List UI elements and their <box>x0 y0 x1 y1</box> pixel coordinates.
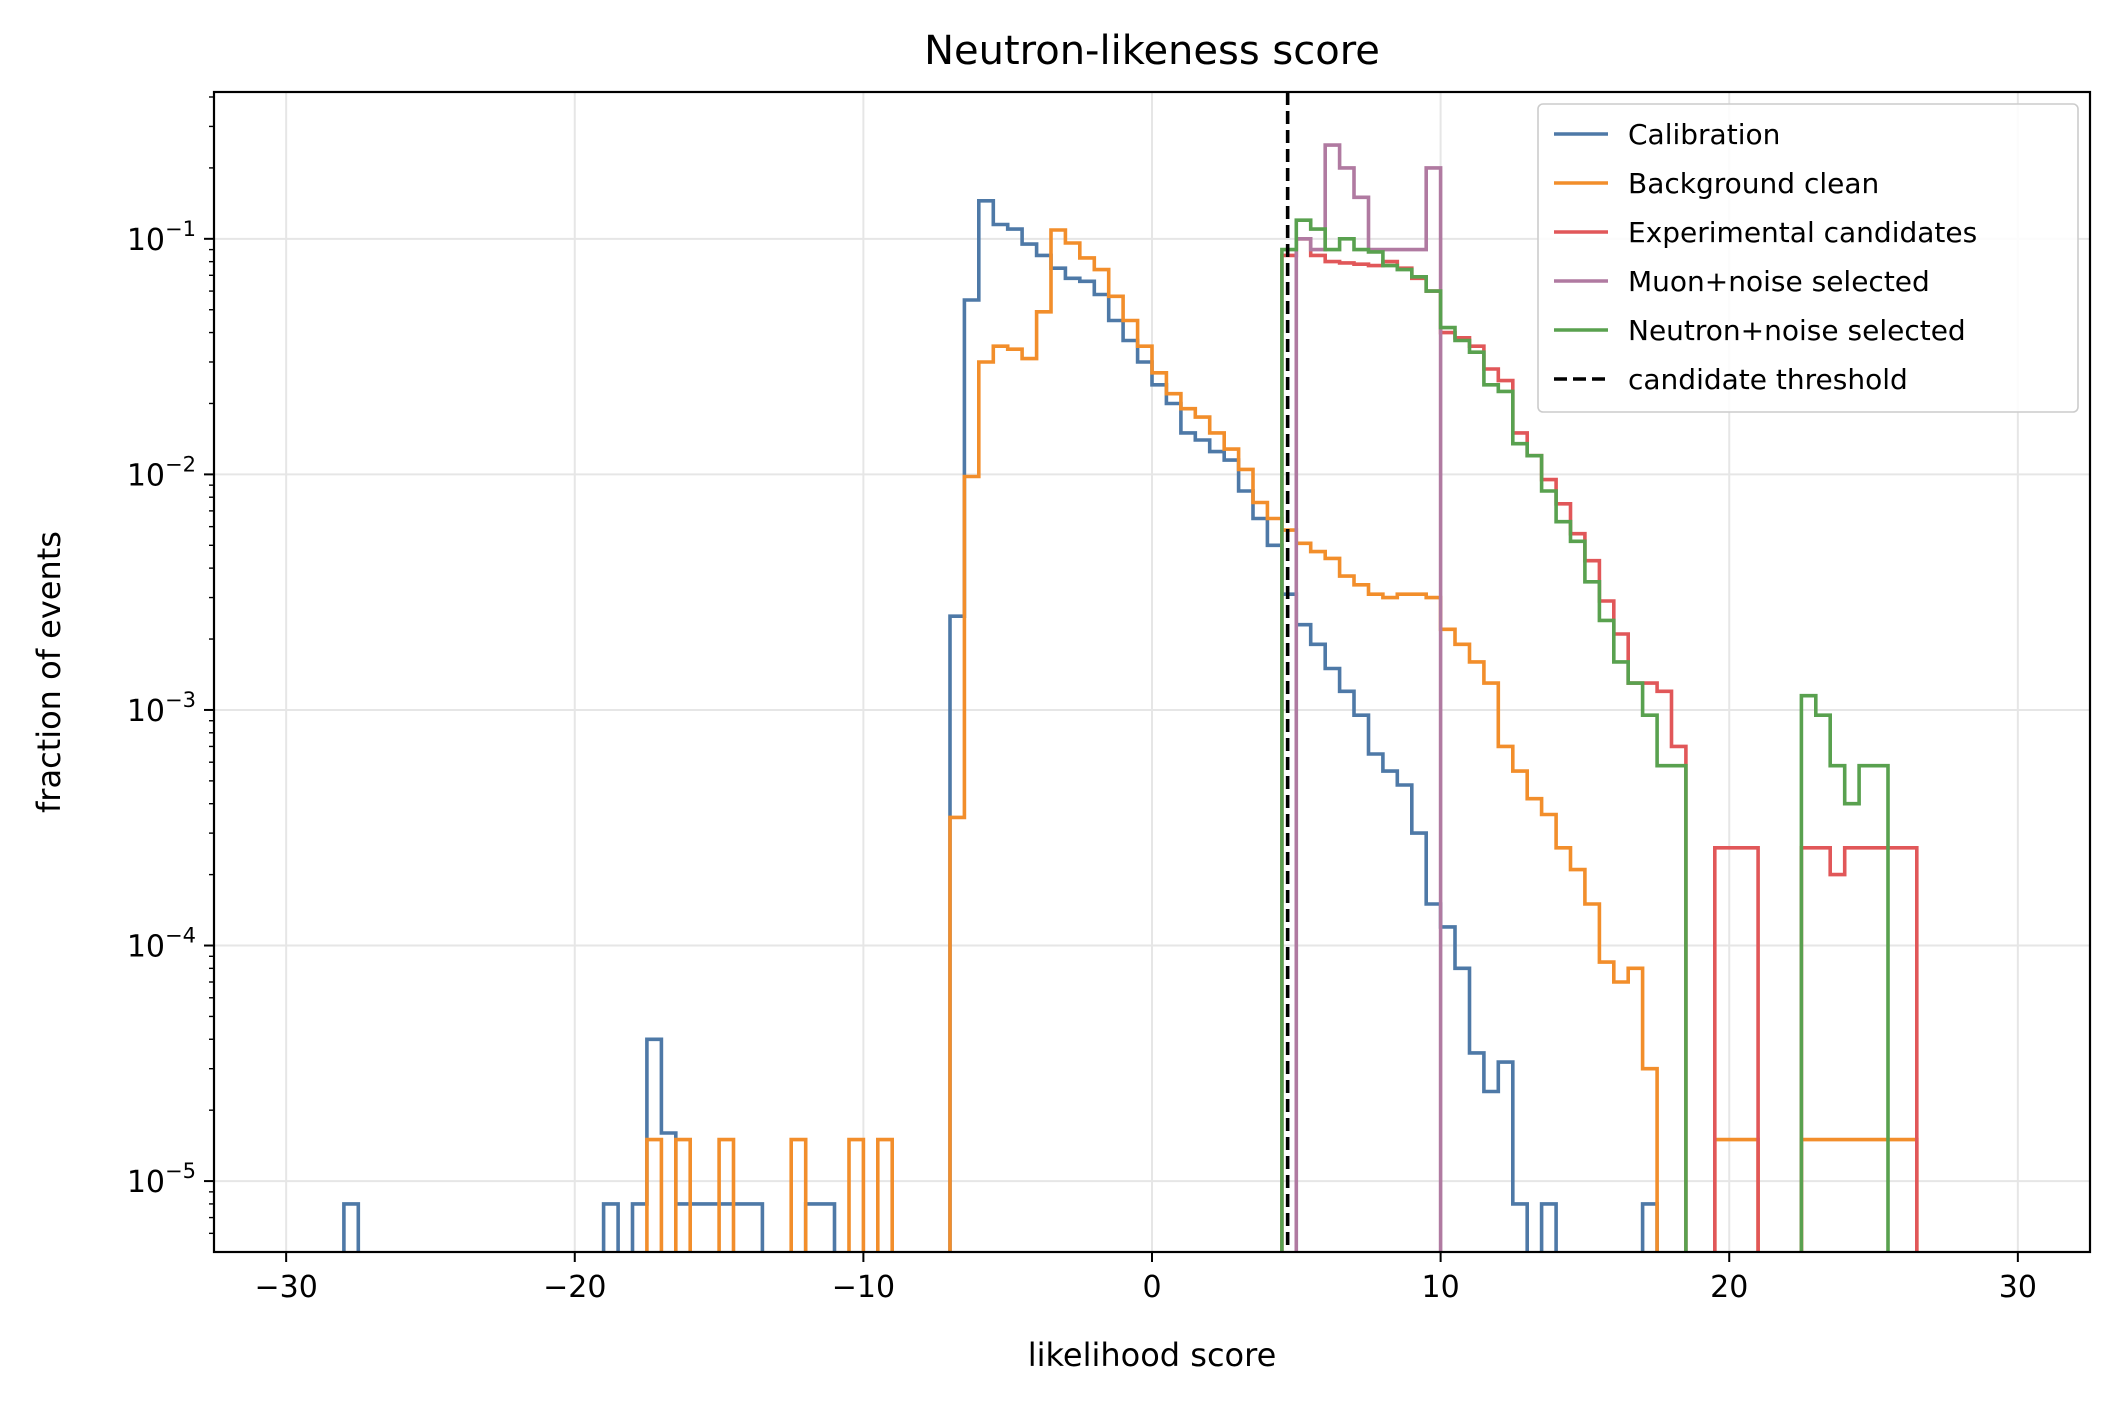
y-tick-label: 10−4 <box>127 924 196 965</box>
x-tick-label: −10 <box>832 1270 895 1305</box>
legend: Calibration Background clean Experimental … <box>1537 103 2079 413</box>
series-muon-noise-selected <box>1294 143 1443 1252</box>
y-tick-label: 10−2 <box>127 452 196 493</box>
legend-box <box>1537 103 2079 413</box>
legend-label: Calibration <box>1628 118 1780 151</box>
legend-label: Background clean <box>1628 167 1879 200</box>
legend-label: Muon+noise selected <box>1628 265 1930 298</box>
chart-title: Neutron-likeness score <box>924 28 1380 74</box>
y-ticks: 10−5 10−4 10−3 10−2 10−1 <box>127 96 214 1235</box>
y-tick-label: 10−5 <box>127 1159 196 1200</box>
series-layer <box>342 143 1919 1252</box>
x-tick-label: 20 <box>1710 1270 1748 1305</box>
series-neutron-noise-selected <box>1280 218 1890 1252</box>
y-tick-label: 10−1 <box>127 217 196 258</box>
x-tick-label: 0 <box>1142 1270 1161 1305</box>
y-tick-label: 10−3 <box>127 688 196 729</box>
x-axis-label: likelihood score <box>1028 1336 1277 1374</box>
x-tick-label: 10 <box>1422 1270 1460 1305</box>
legend-label: Experimental candidates <box>1628 216 1977 249</box>
x-tick-label: 30 <box>1999 1270 2037 1305</box>
legend-label: candidate threshold <box>1628 363 1908 396</box>
x-tick-label: −30 <box>254 1270 317 1305</box>
series-calibration <box>342 199 1659 1252</box>
y-axis-label: fraction of events <box>30 531 68 813</box>
x-tick-label: −20 <box>543 1270 606 1305</box>
x-ticks: −30 −20 −10 0 10 20 30 <box>254 1252 2037 1305</box>
legend-label: Neutron+noise selected <box>1628 314 1966 347</box>
grid-lines <box>214 92 2090 1252</box>
